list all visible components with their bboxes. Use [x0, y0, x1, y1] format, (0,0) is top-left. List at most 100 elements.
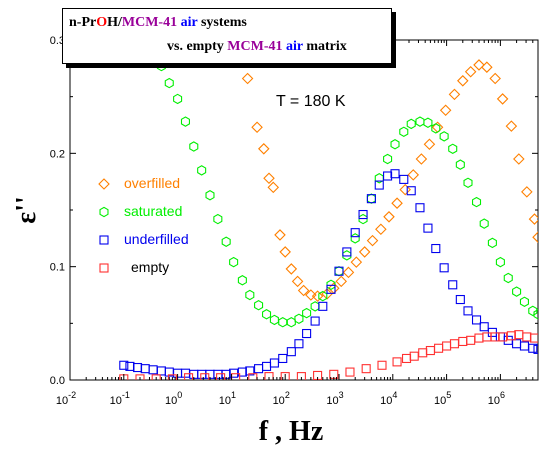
- data-point-overfilled: [439, 104, 452, 117]
- data-point-overfilled: [335, 275, 348, 288]
- x-tick-label: 10-2: [56, 390, 76, 407]
- data-point-saturated: [173, 93, 183, 105]
- series-empty: [119, 330, 538, 380]
- data-point-saturated: [278, 316, 288, 328]
- data-point-overfilled: [528, 213, 538, 225]
- data-point-underfilled: [533, 344, 538, 354]
- legend-label-overfilled: overfilled: [124, 175, 180, 191]
- data-point-empty: [280, 372, 290, 380]
- data-point-saturated: [495, 256, 505, 268]
- data-point-saturated: [205, 190, 215, 201]
- data-point-underfilled: [463, 306, 473, 316]
- legend-marker-underfilled: [99, 235, 109, 245]
- title-line2-segment-1: MCM-41: [227, 39, 283, 54]
- data-point-underfilled: [318, 301, 328, 311]
- chart-title-line-1: n-PrOH/MCM-41 air systems: [69, 15, 247, 31]
- data-point-overfilled: [297, 284, 310, 297]
- data-point-underfilled: [286, 347, 296, 357]
- data-point-empty: [151, 374, 161, 380]
- y-tick-label: 0.3: [50, 35, 65, 47]
- data-point-overfilled: [274, 229, 286, 241]
- data-point-underfilled: [350, 228, 360, 238]
- data-point-empty: [458, 336, 468, 347]
- data-point-saturated: [350, 233, 360, 244]
- data-point-overfilled: [489, 72, 501, 85]
- data-point-overfilled: [305, 289, 317, 301]
- legend: overfilled saturated underfilled empty: [98, 175, 189, 275]
- title-line1-segment-2: H/: [107, 15, 122, 30]
- data-point-empty: [392, 357, 402, 367]
- data-point-empty: [167, 374, 177, 380]
- data-point-saturated: [479, 218, 489, 229]
- data-point-empty: [345, 367, 355, 377]
- legend-marker-saturated: [99, 206, 109, 218]
- title-line1-segment-5: systems: [197, 15, 247, 30]
- title-line2-segment-0: vs. empty: [167, 39, 228, 54]
- data-point-overfilled: [366, 234, 379, 247]
- data-point-underfilled: [156, 366, 166, 376]
- data-point-underfilled: [479, 322, 489, 332]
- data-point-saturated: [342, 250, 352, 261]
- data-point-overfilled: [358, 246, 371, 258]
- data-point-saturated: [448, 143, 458, 155]
- data-point-saturated: [326, 279, 336, 291]
- data-point-overfilled: [391, 197, 403, 209]
- data-point-overfilled: [448, 88, 461, 101]
- data-point-saturated: [262, 309, 272, 320]
- data-point-saturated: [528, 305, 538, 317]
- title-line1-segment-4: air: [177, 15, 198, 30]
- data-point-overfilled: [279, 246, 291, 258]
- data-point-saturated: [423, 117, 433, 128]
- data-point-saturated: [213, 213, 223, 225]
- y-tick-label: 0.0: [50, 375, 65, 387]
- data-point-underfilled: [269, 358, 279, 368]
- x-tick-label: 105: [434, 390, 451, 407]
- data-point-underfilled: [342, 247, 352, 257]
- data-point-saturated: [390, 139, 400, 150]
- data-point-empty: [514, 330, 524, 340]
- data-point-underfilled: [132, 362, 143, 373]
- data-point-overfilled: [464, 65, 477, 78]
- data-point-empty: [184, 373, 194, 380]
- data-point-saturated: [503, 272, 513, 284]
- data-point-empty: [449, 339, 460, 349]
- data-point-empty: [434, 343, 444, 353]
- data-point-underfilled: [140, 364, 150, 374]
- data-point-saturated: [415, 116, 425, 127]
- data-point-underfilled: [431, 243, 441, 254]
- data-point-underfilled: [358, 209, 368, 220]
- x-axis-title: f , Hz: [259, 416, 324, 447]
- title-line1-segment-1: O: [96, 15, 108, 30]
- x-tick-label: 104: [380, 390, 397, 407]
- data-point-empty: [466, 335, 476, 345]
- data-point-underfilled: [399, 174, 409, 184]
- data-point-underfilled: [415, 203, 425, 213]
- data-point-overfilled: [431, 121, 444, 134]
- data-point-saturated: [463, 177, 473, 189]
- legend-label-empty: empty: [131, 259, 169, 275]
- data-point-empty: [498, 332, 508, 342]
- data-point-empty: [200, 373, 210, 380]
- data-point-underfilled: [423, 223, 433, 233]
- chart-title-box: n-PrOH/MCM-41 air systems vs. empty MCM-…: [62, 8, 392, 64]
- data-point-overfilled: [473, 59, 485, 71]
- data-point-underfilled: [326, 284, 336, 294]
- chart-title-line-2: vs. empty MCM-41 air matrix: [167, 39, 347, 55]
- data-point-underfilled: [528, 343, 538, 353]
- data-point-overfilled: [311, 290, 324, 302]
- data-point-underfilled: [374, 180, 384, 190]
- data-point-overfilled: [350, 256, 363, 268]
- data-point-overfilled: [263, 172, 275, 185]
- data-point-underfilled: [148, 365, 158, 375]
- legend-marker-overfilled: [98, 178, 110, 190]
- data-point-saturated: [399, 126, 409, 138]
- x-tick-label: 101: [219, 390, 236, 407]
- data-point-saturated: [189, 141, 199, 152]
- title-line2-segment-3: matrix: [302, 39, 347, 54]
- data-point-saturated: [383, 153, 393, 165]
- data-point-saturated: [245, 289, 255, 301]
- data-point-saturated: [254, 299, 264, 311]
- data-point-saturated: [455, 159, 465, 170]
- data-point-underfilled: [366, 194, 376, 204]
- data-point-overfilled: [383, 211, 395, 223]
